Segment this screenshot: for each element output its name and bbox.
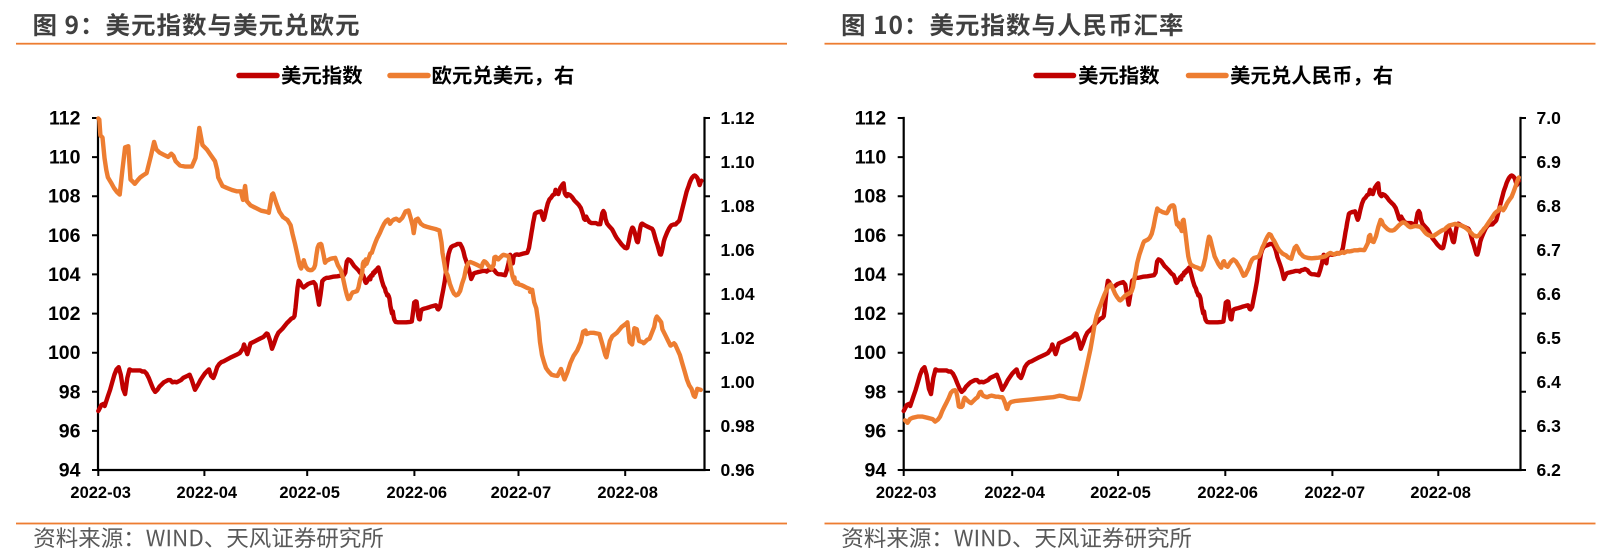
- svg-text:108: 108: [854, 186, 887, 208]
- svg-text:1.06: 1.06: [721, 240, 755, 260]
- svg-text:112: 112: [855, 108, 887, 130]
- svg-text:2022-07: 2022-07: [1305, 484, 1366, 502]
- svg-text:2022-03: 2022-03: [876, 484, 937, 502]
- svg-text:7.0: 7.0: [1537, 108, 1562, 128]
- svg-text:94: 94: [59, 460, 81, 482]
- svg-text:2022-06: 2022-06: [387, 484, 448, 502]
- svg-text:1.00: 1.00: [721, 372, 755, 392]
- svg-text:6.7: 6.7: [1537, 240, 1561, 260]
- svg-text:100: 100: [854, 342, 887, 364]
- svg-text:0.98: 0.98: [721, 416, 755, 436]
- svg-text:106: 106: [48, 225, 81, 247]
- svg-text:2022-05: 2022-05: [279, 484, 340, 502]
- svg-text:96: 96: [864, 420, 886, 442]
- svg-text:0.96: 0.96: [721, 460, 755, 480]
- svg-text:110: 110: [49, 147, 81, 169]
- svg-text:1.10: 1.10: [721, 152, 755, 172]
- svg-text:98: 98: [59, 381, 81, 403]
- svg-text:94: 94: [864, 460, 886, 482]
- svg-text:2022-04: 2022-04: [177, 484, 238, 502]
- svg-text:1.04: 1.04: [721, 284, 755, 304]
- svg-text:1.08: 1.08: [721, 196, 755, 216]
- svg-text:1.02: 1.02: [721, 328, 755, 348]
- svg-text:100: 100: [48, 342, 81, 364]
- svg-text:1.12: 1.12: [721, 108, 755, 128]
- svg-text:6.8: 6.8: [1537, 196, 1562, 216]
- svg-text:102: 102: [48, 303, 81, 325]
- svg-text:96: 96: [59, 420, 81, 442]
- svg-text:6.9: 6.9: [1537, 152, 1562, 172]
- svg-text:102: 102: [854, 303, 887, 325]
- svg-text:6.2: 6.2: [1537, 460, 1562, 480]
- svg-text:104: 104: [854, 264, 887, 286]
- svg-text:2022-06: 2022-06: [1197, 484, 1258, 502]
- svg-text:6.4: 6.4: [1537, 372, 1562, 392]
- svg-text:106: 106: [854, 225, 887, 247]
- svg-text:112: 112: [49, 108, 81, 130]
- svg-text:110: 110: [855, 147, 887, 169]
- svg-text:2022-03: 2022-03: [70, 484, 131, 502]
- svg-text:98: 98: [864, 381, 886, 403]
- svg-text:2022-04: 2022-04: [984, 484, 1045, 502]
- svg-text:2022-08: 2022-08: [597, 484, 658, 502]
- svg-text:104: 104: [48, 264, 81, 286]
- svg-text:6.3: 6.3: [1537, 416, 1562, 436]
- svg-text:6.6: 6.6: [1537, 284, 1562, 304]
- svg-text:2022-07: 2022-07: [491, 484, 552, 502]
- svg-text:6.5: 6.5: [1537, 328, 1562, 348]
- svg-text:108: 108: [48, 186, 81, 208]
- svg-text:2022-05: 2022-05: [1090, 484, 1151, 502]
- svg-text:2022-08: 2022-08: [1410, 484, 1471, 502]
